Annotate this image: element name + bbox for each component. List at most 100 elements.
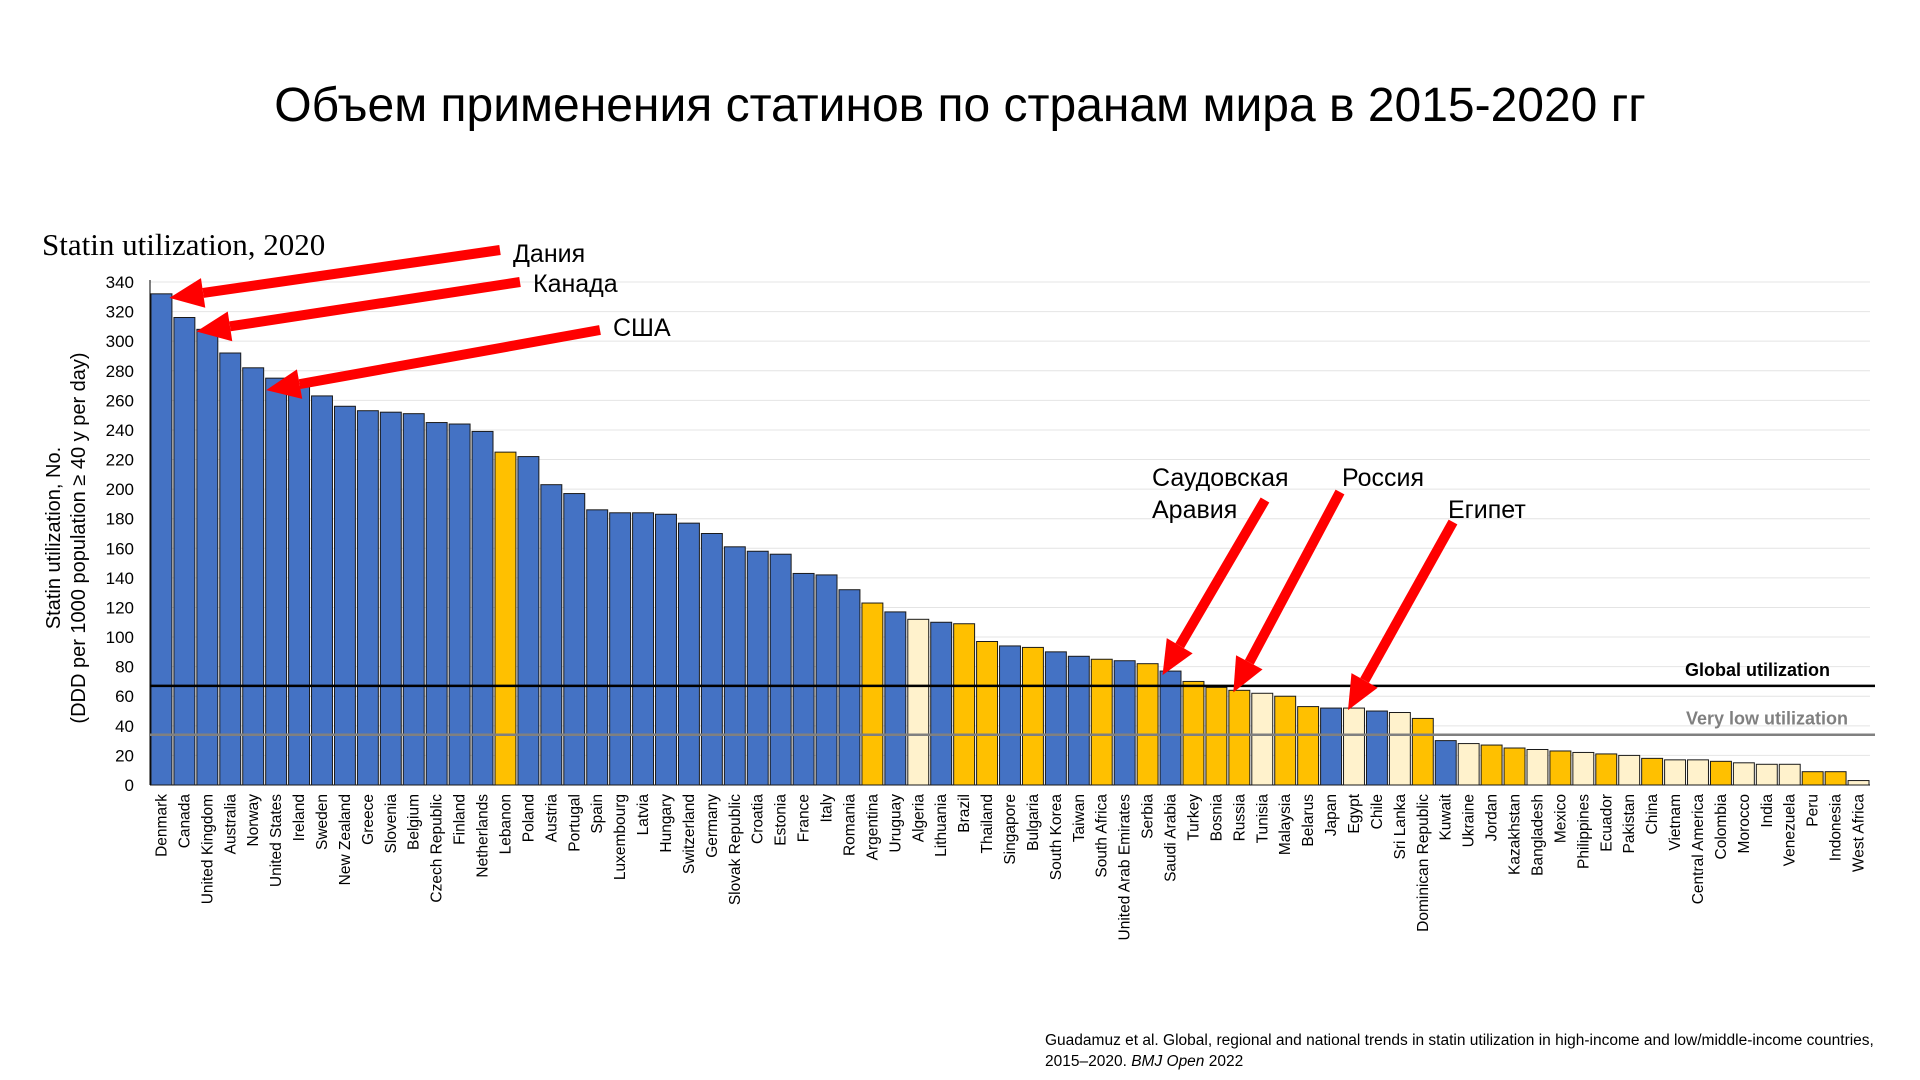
bar-venezuela bbox=[1778, 763, 1801, 786]
bar-slovak-republic bbox=[723, 546, 746, 786]
x-tick-label: Portugal bbox=[566, 794, 583, 852]
bar-new-zealand bbox=[333, 405, 356, 786]
x-tick-label: Australia bbox=[222, 794, 239, 855]
arrow-denmark-shaft bbox=[202, 245, 501, 298]
bar-romania bbox=[838, 589, 861, 786]
bar-australia bbox=[219, 352, 242, 786]
x-tick-label: Sri Lanka bbox=[1392, 794, 1409, 860]
x-tick-label: Uruguay bbox=[887, 794, 904, 853]
x-tick-label: Denmark bbox=[153, 794, 170, 857]
bar-mexico bbox=[1549, 750, 1572, 786]
x-tick-label: Germany bbox=[704, 794, 721, 858]
x-tick-label: Lithuania bbox=[933, 794, 950, 857]
bar-thailand bbox=[976, 640, 999, 786]
x-tick-label: Saudi Arabia bbox=[1163, 794, 1180, 882]
bar-estonia bbox=[769, 553, 792, 786]
bar-russia bbox=[1228, 689, 1251, 786]
bar-bulgaria bbox=[1021, 646, 1044, 786]
global-utilization-label: Global utilization bbox=[1685, 660, 1830, 680]
x-tick-label: Croatia bbox=[750, 794, 767, 844]
bar-south-africa bbox=[1090, 658, 1113, 786]
bar-poland bbox=[517, 456, 540, 786]
x-tick-label: Italy bbox=[819, 794, 836, 823]
x-tick-label: Mexico bbox=[1552, 794, 1569, 843]
bar-japan bbox=[1320, 707, 1343, 786]
y-tick-label: 80 bbox=[115, 658, 134, 677]
arrow-saudi-arabia-shaft bbox=[1175, 497, 1270, 649]
arrow-canada-head bbox=[196, 311, 233, 342]
y-tick-label: 240 bbox=[106, 421, 134, 440]
x-tick-label: Japan bbox=[1323, 794, 1340, 836]
bar-central-america bbox=[1687, 759, 1709, 786]
bar-ireland bbox=[288, 386, 311, 786]
arrow-canada-shaft bbox=[229, 277, 521, 332]
bar-denmark bbox=[150, 293, 173, 786]
arrow-denmark-head bbox=[169, 278, 206, 308]
y-axis-tick-labels: 0 20 40 60 80 100 120 140 160 180 200 220 240 260 280 3… bbox=[106, 273, 134, 795]
annotation-usa: США bbox=[613, 314, 671, 342]
bar-indonesia bbox=[1824, 771, 1847, 786]
bar-czech-republic bbox=[425, 422, 448, 786]
bar-chile bbox=[1365, 710, 1388, 786]
citation-journal: BMJ Open bbox=[1131, 1053, 1205, 1070]
annotation-canada: Канада bbox=[533, 270, 618, 298]
bar-vietnam bbox=[1664, 759, 1687, 786]
bar-ecuador bbox=[1595, 753, 1618, 786]
x-tick-label: Estonia bbox=[773, 794, 790, 846]
bar-brazil bbox=[953, 623, 976, 786]
x-tick-label: Jordan bbox=[1484, 794, 1501, 841]
bar-latvia bbox=[632, 512, 655, 786]
x-tick-label: Greece bbox=[360, 794, 377, 845]
citation: Guadamuz et al. Global, regional and nat… bbox=[1045, 1030, 1920, 1072]
x-tick-label: Thailand bbox=[979, 794, 996, 853]
x-tick-label: Peru bbox=[1805, 794, 1822, 827]
arrow-russia-shaft bbox=[1244, 489, 1345, 665]
bar-peru bbox=[1801, 771, 1824, 786]
bar-tunisia bbox=[1251, 692, 1274, 786]
bar-france bbox=[792, 572, 815, 786]
bar-west-africa bbox=[1847, 780, 1870, 786]
arrow-russia bbox=[1233, 489, 1345, 693]
bar-lithuania bbox=[930, 621, 953, 786]
x-tick-label: Czech Republic bbox=[429, 794, 446, 903]
bar-switzerland bbox=[677, 522, 700, 786]
bar-taiwan bbox=[1067, 655, 1090, 786]
x-tick-label: Kazakhstan bbox=[1507, 794, 1524, 875]
chart-title: Statin utilization, 2020 bbox=[42, 227, 325, 262]
bar-colombia bbox=[1709, 760, 1732, 786]
citation-text: Guadamuz et al. Global, regional and nat… bbox=[1045, 1032, 1874, 1070]
bar-luxembourg bbox=[609, 512, 632, 786]
x-tick-label: Luxembourg bbox=[612, 794, 629, 880]
annotation-russia: Россия bbox=[1342, 464, 1424, 492]
x-tick-label: Argentina bbox=[864, 794, 881, 861]
x-tick-label: Central America bbox=[1690, 794, 1707, 905]
x-tick-label: China bbox=[1644, 794, 1661, 835]
x-tick-label: Belarus bbox=[1300, 794, 1317, 847]
x-tick-label: Switzerland bbox=[681, 794, 698, 874]
chart-bars bbox=[150, 293, 1870, 786]
very-low-utilization-label: Very low utilization bbox=[1686, 709, 1848, 729]
bar-germany bbox=[700, 533, 723, 786]
x-tick-label: Algeria bbox=[910, 794, 927, 843]
x-tick-label: Turkey bbox=[1185, 794, 1202, 841]
x-tick-label: Lebanon bbox=[497, 794, 514, 854]
x-tick-label: Bulgaria bbox=[1025, 794, 1042, 851]
arrow-egypt-head bbox=[1348, 673, 1378, 711]
x-tick-label: Egypt bbox=[1346, 793, 1363, 833]
x-tick-label: South Korea bbox=[1048, 794, 1065, 881]
y-tick-label: 20 bbox=[115, 746, 134, 765]
bar-kuwait bbox=[1434, 740, 1457, 786]
y-tick-label: 100 bbox=[106, 628, 134, 647]
x-tick-label: Ecuador bbox=[1598, 794, 1615, 852]
y-tick-label: 200 bbox=[106, 480, 134, 499]
bar-bangladesh bbox=[1526, 748, 1549, 786]
x-tick-label: Bosnia bbox=[1208, 794, 1225, 842]
bar-kazakhstan bbox=[1503, 747, 1526, 786]
y-tick-label: 180 bbox=[106, 510, 134, 529]
y-tick-label: 60 bbox=[115, 687, 134, 706]
x-tick-label: Singapore bbox=[1002, 794, 1019, 865]
x-tick-label: Morocco bbox=[1736, 794, 1753, 853]
x-tick-label: Serbia bbox=[1140, 794, 1157, 839]
y-tick-label: 260 bbox=[106, 391, 134, 410]
y-tick-label: 300 bbox=[106, 332, 134, 351]
